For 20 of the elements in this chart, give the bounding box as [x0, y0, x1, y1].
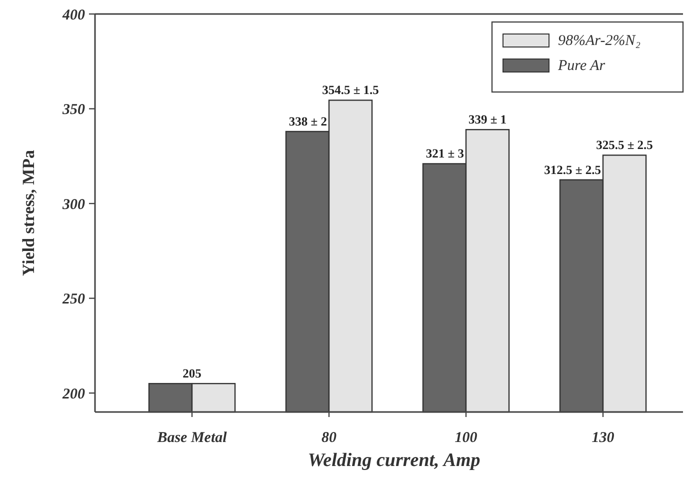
legend-label: Pure Ar: [557, 58, 606, 74]
x-tick-label: 130: [592, 430, 615, 446]
y-tick-label: 200: [62, 386, 86, 402]
data-label: 354.5 ± 1.5: [322, 83, 379, 98]
y-tick-label: 250: [62, 292, 86, 308]
data-label: 325.5 ± 2.5: [596, 138, 653, 152]
x-tick-label: 100: [454, 430, 478, 446]
y-tick-label: 400: [62, 7, 86, 24]
data-label: 321 ± 3: [426, 146, 464, 161]
annotation: 205: [182, 366, 202, 381]
x-tick-label: Base Metal: [156, 430, 228, 446]
data-label: 339 ± 1: [468, 112, 507, 127]
y-tick-label: 300: [62, 196, 86, 213]
data-label: 338 ± 2: [288, 114, 327, 129]
y-tick-label: 350: [62, 102, 86, 118]
legend-label: 98%Ar-2%N₂: [558, 33, 640, 49]
x-tick-label: 80: [322, 430, 337, 446]
x-axis-title: Welding current, Amp: [308, 450, 480, 471]
data-label: 312.5 ± 2.5: [544, 162, 601, 177]
y-axis-title: Yield stress, MPa: [19, 149, 38, 276]
